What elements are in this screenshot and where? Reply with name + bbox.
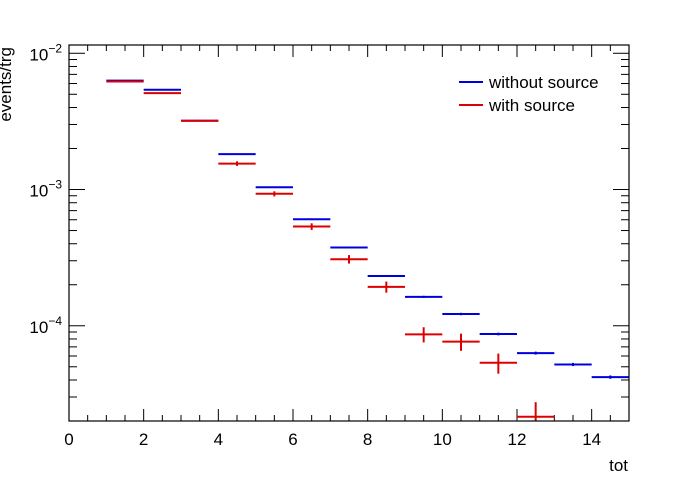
x-tick-label: 14: [582, 430, 601, 449]
legend: without source with source: [459, 73, 599, 115]
legend-label: with source: [488, 96, 575, 115]
x-tick-label: 2: [139, 430, 148, 449]
y-tick-label: 10−2: [29, 41, 62, 64]
y-axis-label: events/trg: [0, 47, 15, 122]
x-tick-label: 8: [363, 430, 372, 449]
data-series: [106, 79, 629, 421]
x-axis-label: tot: [609, 456, 628, 474]
y-tick-label: 10−4: [29, 314, 62, 337]
x-tick-label: 0: [64, 430, 73, 449]
x-tick-label: 12: [508, 430, 527, 449]
plot-frame: [68, 44, 630, 422]
legend-label: without source: [488, 73, 599, 92]
x-tick-label: 4: [214, 430, 223, 449]
x-tick-label: 6: [288, 430, 297, 449]
axis-labels: 0 2 4 6 8 10 12 14 10−2 10−3 10−4: [29, 41, 601, 449]
y-tick-label: 10−3: [29, 178, 62, 201]
x-tick-label: 10: [433, 430, 452, 449]
